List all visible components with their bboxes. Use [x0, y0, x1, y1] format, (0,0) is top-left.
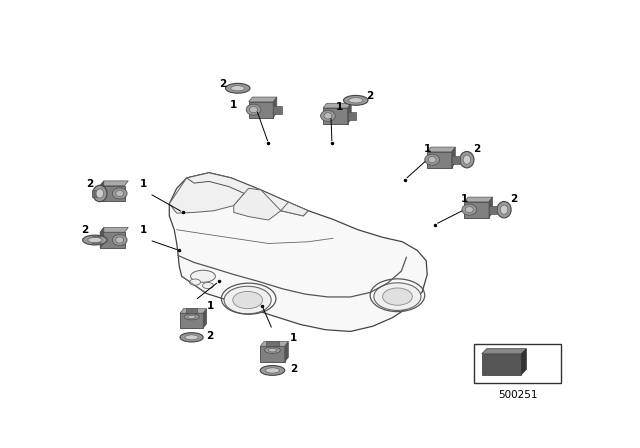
Text: 2: 2 — [366, 91, 374, 101]
Ellipse shape — [189, 279, 200, 285]
Text: 2: 2 — [473, 144, 481, 154]
Ellipse shape — [349, 98, 363, 103]
Text: 1: 1 — [424, 144, 431, 154]
Ellipse shape — [202, 283, 213, 289]
Polygon shape — [100, 181, 128, 185]
Polygon shape — [452, 147, 456, 168]
Ellipse shape — [425, 154, 440, 165]
FancyBboxPatch shape — [92, 190, 100, 198]
Ellipse shape — [191, 270, 216, 282]
Ellipse shape — [324, 113, 332, 119]
Ellipse shape — [460, 151, 474, 168]
Ellipse shape — [383, 288, 412, 305]
Ellipse shape — [428, 156, 436, 163]
Polygon shape — [348, 103, 351, 124]
FancyBboxPatch shape — [186, 308, 197, 313]
Ellipse shape — [465, 207, 473, 213]
Ellipse shape — [233, 292, 262, 309]
Polygon shape — [323, 103, 351, 108]
Polygon shape — [169, 173, 249, 213]
Ellipse shape — [113, 188, 127, 199]
Text: 1: 1 — [207, 301, 214, 311]
Ellipse shape — [264, 347, 280, 353]
Polygon shape — [169, 173, 428, 332]
Ellipse shape — [321, 110, 335, 121]
Ellipse shape — [184, 314, 199, 320]
Ellipse shape — [180, 333, 204, 342]
Text: 2: 2 — [207, 331, 214, 341]
Ellipse shape — [266, 368, 280, 373]
Ellipse shape — [185, 335, 198, 340]
FancyBboxPatch shape — [100, 185, 125, 201]
Ellipse shape — [374, 283, 421, 310]
Polygon shape — [180, 309, 207, 313]
Polygon shape — [489, 197, 493, 218]
FancyBboxPatch shape — [348, 112, 356, 120]
Polygon shape — [482, 349, 527, 354]
Polygon shape — [260, 341, 289, 346]
FancyBboxPatch shape — [92, 236, 100, 244]
Ellipse shape — [246, 104, 261, 115]
Polygon shape — [285, 341, 289, 362]
Text: 1: 1 — [336, 102, 343, 112]
Ellipse shape — [93, 185, 107, 202]
Polygon shape — [187, 173, 308, 216]
FancyBboxPatch shape — [465, 202, 489, 218]
FancyBboxPatch shape — [474, 344, 561, 383]
Text: 2: 2 — [510, 194, 518, 204]
Polygon shape — [249, 97, 277, 102]
Ellipse shape — [113, 235, 127, 246]
Text: 2: 2 — [290, 364, 297, 375]
Ellipse shape — [88, 237, 102, 243]
Polygon shape — [234, 188, 281, 220]
FancyBboxPatch shape — [489, 206, 497, 214]
Text: 2: 2 — [86, 179, 93, 189]
FancyBboxPatch shape — [249, 102, 273, 117]
Polygon shape — [428, 147, 456, 152]
Text: 1: 1 — [140, 225, 147, 235]
Ellipse shape — [500, 205, 508, 214]
Polygon shape — [204, 309, 207, 328]
Polygon shape — [100, 228, 128, 232]
Text: 2: 2 — [81, 225, 88, 235]
Text: 1: 1 — [140, 179, 147, 189]
Ellipse shape — [96, 189, 104, 198]
Ellipse shape — [83, 235, 107, 245]
Text: 1: 1 — [230, 100, 237, 110]
Ellipse shape — [260, 366, 285, 375]
Polygon shape — [465, 197, 493, 202]
Ellipse shape — [230, 86, 244, 91]
Ellipse shape — [268, 349, 276, 352]
FancyBboxPatch shape — [180, 313, 204, 328]
Text: 1: 1 — [461, 194, 468, 204]
FancyBboxPatch shape — [266, 341, 278, 346]
Ellipse shape — [497, 202, 511, 218]
FancyBboxPatch shape — [452, 156, 460, 164]
Polygon shape — [522, 349, 527, 375]
Ellipse shape — [463, 155, 470, 164]
FancyBboxPatch shape — [273, 106, 282, 114]
FancyBboxPatch shape — [100, 232, 125, 248]
Polygon shape — [100, 181, 104, 201]
Text: 500251: 500251 — [498, 390, 538, 400]
Ellipse shape — [462, 204, 477, 215]
Ellipse shape — [188, 315, 196, 319]
Text: 2: 2 — [220, 79, 227, 89]
FancyBboxPatch shape — [260, 346, 285, 362]
FancyBboxPatch shape — [323, 108, 348, 124]
Ellipse shape — [250, 107, 257, 113]
Ellipse shape — [225, 83, 250, 93]
Ellipse shape — [224, 286, 271, 314]
Ellipse shape — [344, 95, 368, 105]
Text: 1: 1 — [290, 333, 297, 343]
Polygon shape — [281, 202, 308, 216]
FancyBboxPatch shape — [428, 152, 452, 168]
Polygon shape — [100, 228, 104, 248]
Polygon shape — [273, 97, 277, 117]
Ellipse shape — [116, 237, 124, 243]
FancyBboxPatch shape — [482, 354, 522, 375]
Ellipse shape — [116, 190, 124, 197]
